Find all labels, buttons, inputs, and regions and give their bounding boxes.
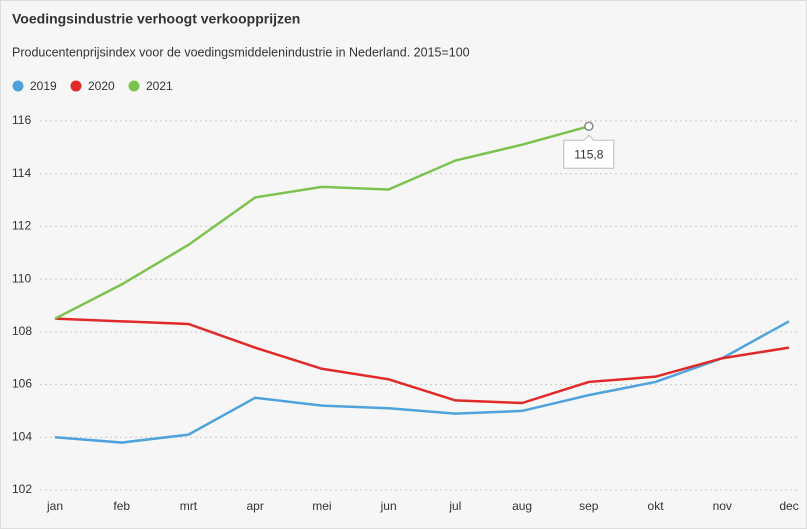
- legend-marker: [128, 80, 140, 92]
- x-tick-label: jul: [448, 499, 461, 513]
- x-tick-label: mei: [312, 499, 331, 513]
- y-tick-label: 106: [12, 377, 32, 391]
- x-tick-label: feb: [113, 499, 130, 513]
- series-line: [54, 320, 790, 444]
- legend-marker: [12, 80, 24, 92]
- data-label: 115,8: [574, 147, 603, 161]
- chart-subtitle: Producentenprijsindex voor de voedingsmi…: [12, 45, 470, 59]
- x-tick-label: sep: [579, 499, 599, 513]
- x-tick-label: mrt: [180, 499, 198, 513]
- highlight-point: [584, 121, 594, 132]
- x-tick-label: nov: [713, 499, 732, 513]
- series-line: [54, 317, 790, 405]
- y-tick-label: 110: [12, 271, 31, 285]
- y-tick-label: 112: [12, 219, 31, 233]
- x-tick-label: jan: [46, 499, 63, 513]
- y-tick-label: 102: [12, 482, 32, 496]
- legend-label: 2021: [146, 79, 173, 93]
- tooltip-box: [563, 134, 615, 169]
- y-tick-label: 114: [12, 166, 31, 180]
- x-tick-label: apr: [247, 499, 264, 513]
- x-tick-label: dec: [779, 499, 798, 513]
- y-tick-label: 104: [12, 429, 32, 443]
- y-tick-label: 116: [12, 113, 31, 127]
- series-line: [54, 125, 590, 320]
- legend-label: 2020: [88, 79, 115, 93]
- y-tick-label: 108: [12, 324, 32, 338]
- chart-title: Voedingsindustrie verhoogt verkoopprijze…: [12, 11, 300, 27]
- x-tick-label: aug: [512, 499, 532, 513]
- legend-label: 2019: [30, 79, 57, 93]
- legend-marker: [70, 80, 82, 92]
- x-tick-label: okt: [648, 499, 665, 513]
- x-tick-label: jun: [380, 499, 397, 513]
